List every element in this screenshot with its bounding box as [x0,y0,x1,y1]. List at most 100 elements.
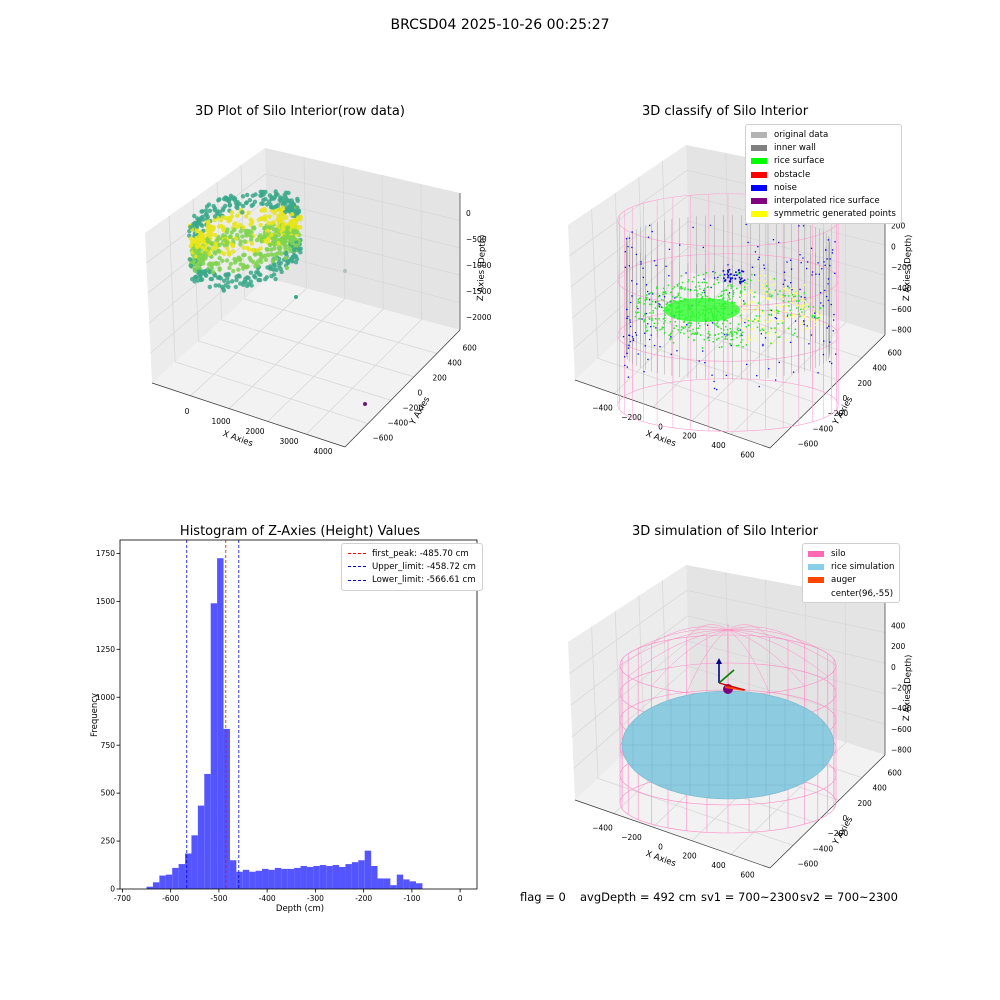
panel2-noise-point [790,268,793,270]
panel2-surface-point [769,295,771,297]
panel2-surface-point [730,285,733,288]
panel2-noise-point [711,374,713,376]
panel1-point [297,225,303,230]
panel1-point [283,250,288,256]
panel2-noise-point [806,325,808,327]
panel2-surface-point [740,303,742,306]
panel2-noise-point [792,371,795,373]
panel2-surface-point [703,338,705,341]
panel2-noise-point [635,334,638,336]
histogram-x-tick-label: -600 [162,894,179,903]
panel1-point [190,227,195,232]
panel1-point [294,227,299,233]
panel4-silo-ring [619,744,837,806]
panel2-noise-point [726,334,728,336]
histogram-bar [351,862,359,889]
panel4-floor-pane [575,692,885,868]
panel2-surface-point [670,304,672,306]
panel1-point [227,265,232,271]
panel1-point [281,231,286,236]
panel2-surface-point [774,328,776,330]
panel2-noise-point [802,225,805,227]
panel1-grid-floor-a [190,288,307,397]
panel2-noise-point [820,302,822,304]
panel1-point [200,235,205,240]
panel2-surface-point [819,317,821,320]
panel2-surface-point [668,309,670,311]
panel1-point [214,210,220,216]
panel2-x-tick: −400 [592,404,613,413]
panel1-point [221,288,227,293]
panel2-x-axis-line [574,379,771,449]
panel2-surface-point [767,297,769,299]
panel1-point [230,279,235,284]
panel1-point [281,231,287,237]
panel2-surface-point [734,331,736,333]
panel2-surface-point [775,304,778,306]
panel2-surface-point [777,336,779,338]
panel1-point [281,232,286,238]
panel2-surface-point [687,288,690,291]
panel2-obstacle-point [727,275,730,277]
panel4-z-label: Z Axies (Depth) [902,654,914,721]
panel2-surface-point [649,303,651,306]
panel2-silo-ring [617,253,839,307]
panel1-point [296,215,301,220]
panel1-point [199,257,204,263]
panel2-surface-point [713,323,716,325]
histogram-bar [339,866,346,889]
panel2-surface-point [766,283,768,285]
panel1-point [227,252,232,257]
panel1-point [198,235,203,241]
panel2-surface-point [757,279,760,282]
panel2-surface-point [749,302,751,304]
panel1-outlier-point [343,269,347,273]
panel1-point [289,235,294,240]
panel1-point [295,211,300,216]
panel2-noise-point [654,301,657,303]
panel2-obstacle-point [741,281,743,283]
panel2-surface-point [683,327,685,329]
panel2-surface-point [696,333,698,335]
panel2-obstacle-point [742,270,745,273]
panel1-point [194,264,199,270]
histogram-legend: first_peak: -485.70 cm Upper_limit: -458… [341,543,483,591]
panel2-surface-point [723,289,726,292]
histogram-y-tick-label: 1750 [96,549,115,558]
panel2-x-tick: 400 [711,441,726,450]
panel1-point [196,270,201,276]
panel1-point [230,243,236,249]
histogram-bar [249,871,256,889]
panel2-surface-point [797,304,799,307]
panel4-y-arrow [718,669,735,684]
panel2-surface-point [683,332,685,335]
panel2-noise-point [745,223,747,226]
panel2-surface-point [704,287,706,290]
panel1-outlier-point [363,402,367,406]
panel2-surface-point [690,322,692,324]
panel2-surface-point [754,318,756,320]
legend-item-noise: noise [751,181,896,194]
panel2-surface-point [740,341,742,344]
panel2-surface-point [677,294,679,296]
panel1-point [256,272,262,277]
panel2-surface-point [818,310,820,313]
panel1-point [294,232,299,237]
panel1-point [212,250,217,255]
panel2-surface-point [819,307,822,310]
panel2-surface-point [675,307,678,310]
panel1-point [213,215,218,221]
panel1-outlier-point [284,256,288,260]
panel1-point [284,253,289,259]
panel1-point [297,246,302,251]
panel2-surface-point [697,311,700,313]
histogram-x-tick-label: -200 [355,894,372,903]
panel2-surface-point [672,342,675,344]
panel1-point [289,207,294,212]
panel1-point [284,235,289,241]
panel2-surface-point [726,332,729,335]
panel1-point [296,238,302,244]
panel1-point [187,233,192,238]
panel1-point [211,203,216,209]
panel2-noise-point [790,282,792,284]
